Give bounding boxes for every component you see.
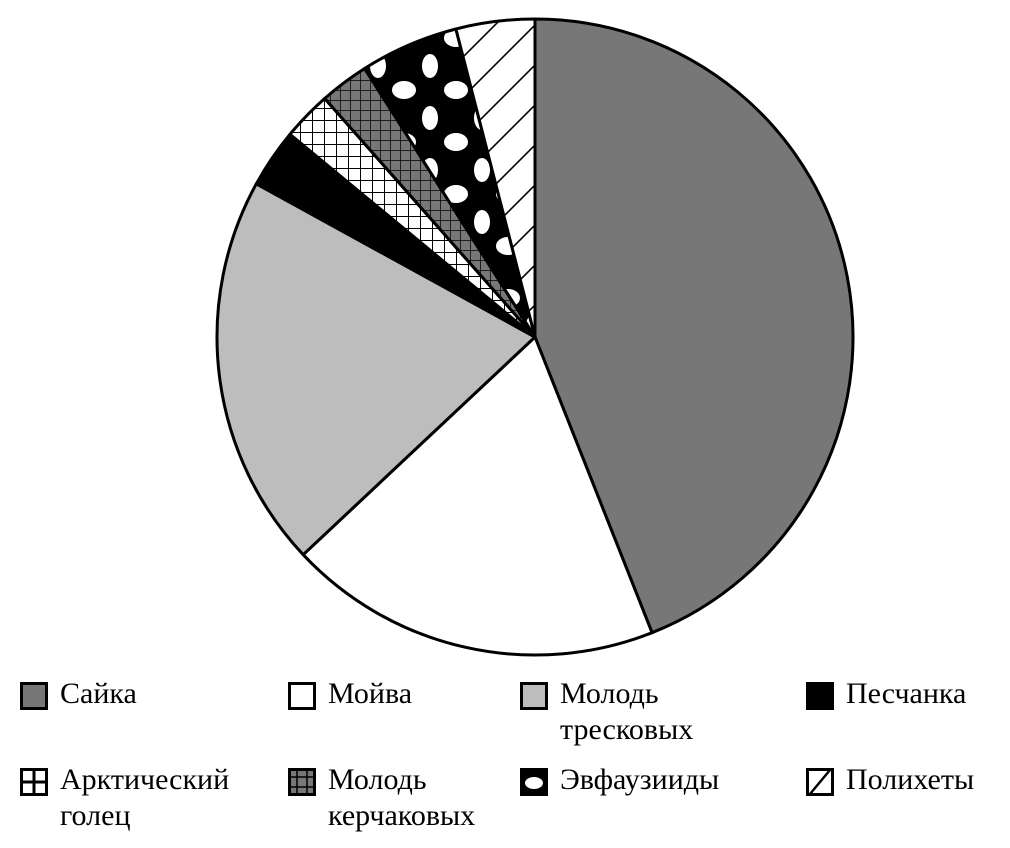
legend-label-3: Песчанка [846,677,967,710]
pie-slices [215,17,855,657]
legend-item-3: Песчанка [806,676,966,712]
pie-slice-0 [533,17,855,635]
legend-item-0: Сайка [20,676,137,712]
legend-swatch-4 [20,768,48,796]
legend-item-5: Молодь керчаковых [288,762,475,834]
legend-swatch-5 [288,768,316,796]
pie-slice-7 [454,17,537,339]
legend-item-4: Арктический голец [20,762,229,834]
legend-label-4: Арктический голец [60,763,230,832]
pie-chart [215,17,855,657]
legend-label-5: Молодь керчаковых [328,763,476,832]
pie-slice-2 [215,182,537,557]
legend-item-2: Молодь тресковых [520,676,693,748]
legend-label-6: Эвфаузииды [560,763,720,796]
legend-swatch-3 [806,682,834,710]
legend-label-1: Мойва [328,677,413,710]
legend-item-1: Мойва [288,676,412,712]
legend-swatch-7 [806,768,834,796]
legend-swatch-1 [288,682,316,710]
legend-label-0: Сайка [60,677,137,710]
legend-item-7: Полихеты [806,762,974,798]
legend: Сайка Мойва Молодь тресковых Песчанка Арктич… [0,668,1010,848]
legend-swatch-0 [20,682,48,710]
pie-slice-1 [301,335,654,657]
legend-swatch-2 [520,682,548,710]
legend-item-6: Эвфаузииды [520,762,719,798]
legend-swatch-6 [520,768,548,796]
legend-label-7: Полихеты [846,763,975,796]
legend-label-2: Молодь тресковых [560,677,694,746]
